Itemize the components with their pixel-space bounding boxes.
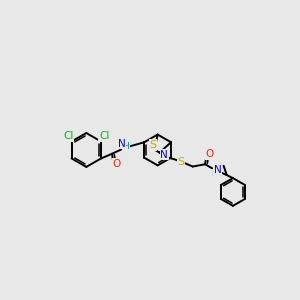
- Text: S: S: [149, 140, 156, 150]
- Text: O: O: [206, 149, 214, 159]
- Text: N: N: [160, 150, 168, 160]
- Text: N: N: [214, 165, 221, 176]
- Text: S: S: [177, 157, 184, 167]
- Text: Cl: Cl: [99, 131, 110, 141]
- Text: H: H: [122, 142, 129, 152]
- Text: H: H: [211, 169, 218, 178]
- Text: N: N: [118, 139, 126, 149]
- Text: Cl: Cl: [63, 131, 74, 141]
- Text: O: O: [112, 159, 121, 169]
